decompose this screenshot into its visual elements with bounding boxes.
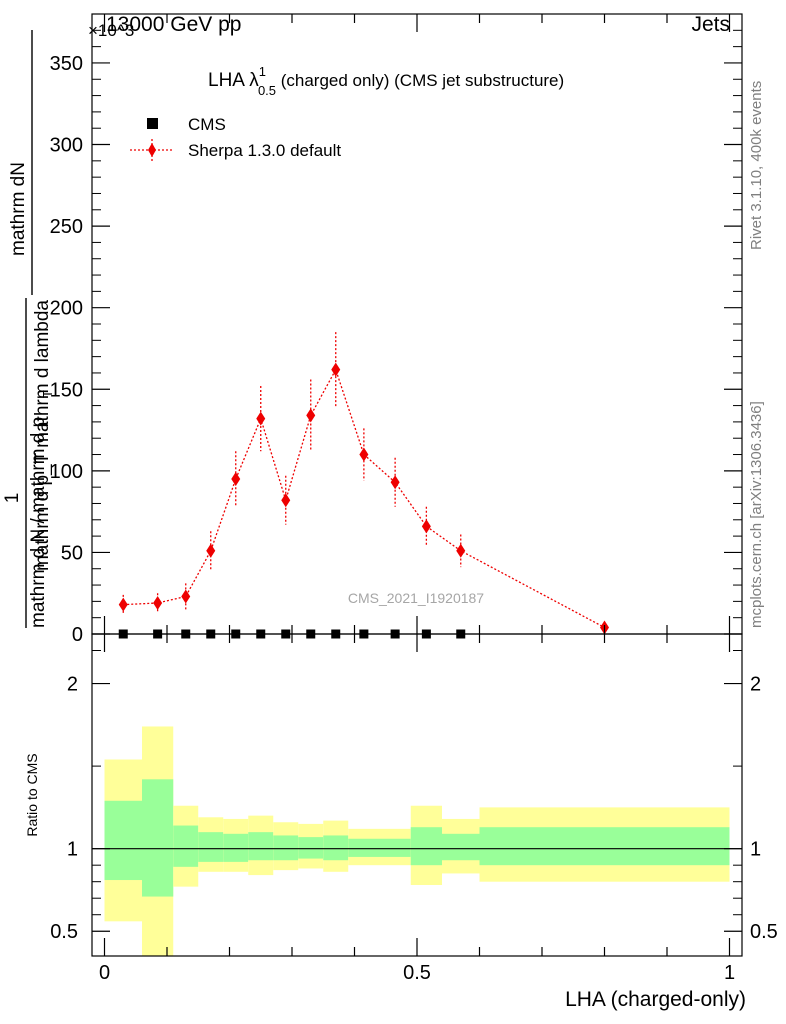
y-label-denominator: mathrm d p_T mathrm d lambda (32, 300, 53, 571)
ratio-y-axis: 0.5 0.5 1 1 2 2 (50, 650, 778, 943)
main-ytick-label-4: 200 (50, 298, 83, 320)
sherpa-point-12 (456, 543, 466, 558)
ratio-band-inner-4 (223, 833, 249, 862)
legend-marker-cms (147, 118, 158, 129)
main-ytick-label-6: 300 (50, 135, 83, 157)
main-y-label: mathrm dN mathrm d p_T mathrm d lambda 1… (2, 30, 55, 628)
plot-title: LHA λ1 0.5 (charged only) (CMS jet substr… (208, 64, 564, 98)
ratio-band-inner-3 (198, 832, 224, 862)
ratio-band-inner-7 (298, 837, 324, 859)
sherpa-point-8 (331, 362, 341, 377)
mcplots-label: mcplots.cern.ch [arXiv:1306.3436] (748, 401, 765, 628)
sherpa-point-0 (118, 597, 128, 612)
main-y-axis: 0 50 100 150 200 250 300 350 (50, 29, 742, 646)
main-ytick-label-3: 150 (50, 379, 83, 401)
main-ytick-label-7: 350 (50, 53, 83, 75)
header-exponent: ×10^3 (88, 21, 134, 40)
x-axis: 0 0.5 1 (99, 14, 735, 984)
ratio-band-inner-5 (248, 832, 274, 861)
legend-label-cms: CMS (188, 115, 226, 134)
main-ytick-label-1: 50 (61, 542, 83, 564)
ratio-band-inner-8 (323, 835, 349, 861)
legend-marker-sherpa (148, 143, 156, 157)
y-label-one: 1 (2, 493, 23, 504)
ratio-ytick-label-right-1: 1 (750, 839, 761, 861)
ratio-band-inner-2 (173, 825, 199, 867)
main-ytick-label-0: 0 (72, 624, 83, 646)
main-ytick-label-5: 250 (50, 216, 83, 238)
sherpa-point-11 (421, 519, 431, 534)
y-label-subscript: T (40, 390, 55, 398)
title-superscript: 1 (259, 64, 266, 79)
xtick-label-1: 0.5 (403, 962, 431, 984)
sherpa-point-9 (359, 447, 369, 462)
xtick-label-0: 0 (99, 962, 110, 984)
sherpa-point-5 (256, 411, 266, 426)
ratio-band-inner-0 (104, 800, 142, 881)
ratio-band-inner-11 (410, 827, 442, 866)
ratio-ytick-label-left-0: 0.5 (50, 921, 78, 943)
header-right: Jets (691, 13, 730, 36)
ratio-band-inner-6 (273, 835, 299, 861)
ratio-bands (104, 726, 730, 956)
ratio-band-inner-10 (379, 838, 411, 857)
y-label-prefix: mathrm d N / mathrm d p (28, 417, 49, 628)
sherpa-point-10 (390, 475, 400, 490)
ratio-band-inner-1 (142, 779, 174, 897)
ratio-ytick-label-right-2: 2 (750, 674, 761, 696)
sherpa-point-3 (206, 543, 216, 558)
main-panel-frame (91, 13, 743, 635)
sherpa-line (123, 368, 605, 629)
analysis-watermark: CMS_2021_I1920187 (348, 590, 484, 606)
sherpa-series (118, 332, 609, 635)
xtick-label-2: 1 (724, 962, 735, 984)
header-left: 13000 GeV pp (106, 13, 241, 36)
ratio-band-inner-9 (348, 838, 380, 857)
title-subscript: 0.5 (258, 83, 276, 98)
main-ytick-label-2: 100 (50, 461, 83, 483)
legend-label-sherpa: Sherpa 1.3.0 default (188, 141, 341, 160)
ratio-band-inner-13 (479, 827, 730, 866)
ratio-ytick-label-right-0: 0.5 (750, 921, 778, 943)
x-axis-label: LHA (charged-only) (565, 988, 746, 1011)
ratio-panel-frame (91, 633, 743, 957)
sherpa-point-4 (231, 472, 241, 486)
sherpa-point-2 (181, 589, 191, 604)
sherpa-point-7 (306, 408, 316, 423)
ratio-band-inner-12 (442, 833, 480, 861)
y-label-numerator: mathrm dN (8, 162, 29, 256)
rivet-label: Rivet 3.1.10, 400k events (748, 81, 765, 250)
sherpa-point-1 (153, 596, 163, 610)
ratio-ytick-label-left-1: 1 (67, 839, 78, 861)
sherpa-point-6 (281, 493, 291, 508)
ratio-ytick-label-left-2: 2 (67, 674, 78, 696)
ratio-y-label: Ratio to CMS (24, 753, 40, 836)
